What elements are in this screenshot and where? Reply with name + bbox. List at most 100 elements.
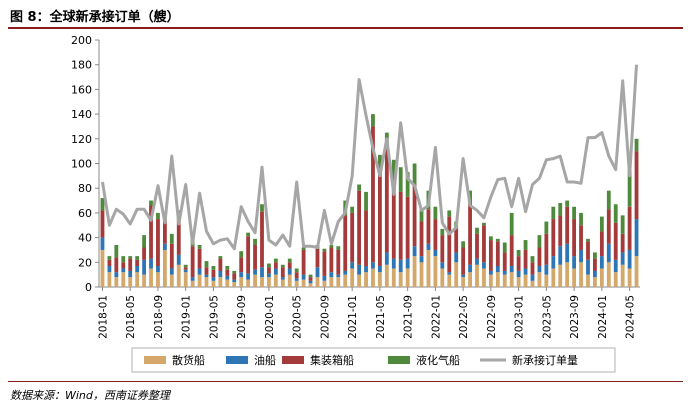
bar-gas [572, 206, 577, 220]
bar-gas [100, 198, 105, 211]
bar-tanker [218, 270, 223, 278]
bar-tanker [357, 264, 362, 275]
bar-bulk [558, 264, 563, 287]
bar-tanker [267, 273, 271, 278]
bar-bulk [419, 262, 424, 287]
bar-tanker [488, 270, 493, 275]
bar-container [204, 267, 209, 275]
legend-swatch-container [282, 356, 304, 364]
bar-container [461, 247, 466, 275]
bar-gas [336, 246, 341, 250]
bar-bulk [440, 268, 445, 287]
bar-container [246, 236, 251, 274]
x-tick-label: 2023-09 [569, 295, 581, 339]
bar-bulk [287, 274, 292, 287]
bar-tanker [128, 270, 133, 278]
bar-container [260, 211, 264, 268]
x-tick-label: 2023-05 [541, 295, 553, 339]
bar-bulk [468, 272, 472, 287]
bar-container [502, 252, 507, 271]
bar-bulk [357, 274, 362, 287]
bar-bulk [315, 277, 320, 287]
x-tick-label: 2022-05 [458, 295, 470, 339]
bar-tanker [107, 266, 112, 273]
bar-tanker [412, 246, 417, 257]
bar-container [336, 249, 341, 275]
bar-bulk [225, 279, 230, 287]
bar-gas [183, 264, 188, 268]
bar-gas [579, 212, 583, 226]
bar-bulk [537, 272, 542, 287]
bar-bulk [371, 268, 375, 287]
x-tick-label: 2023-01 [514, 295, 526, 339]
bar-gas [509, 212, 514, 236]
bar-tanker [114, 272, 119, 278]
bar-tanker [440, 262, 445, 269]
legend-swatch-tanker [226, 356, 248, 364]
bar-tanker [468, 264, 472, 273]
bar-container [197, 248, 202, 269]
bar-tanker [364, 266, 368, 273]
bar-tanker [586, 259, 590, 275]
bar-container [495, 241, 500, 267]
bar-container [135, 259, 140, 267]
bar-container [523, 249, 528, 269]
x-tick-label: 2024-01 [597, 295, 609, 339]
bar-gas [634, 138, 639, 152]
y-tick-label: 60 [78, 207, 92, 220]
bar-container [239, 257, 244, 273]
bar-container [384, 147, 389, 253]
bar-bulk [620, 264, 625, 287]
bar-tanker [551, 256, 556, 269]
legend-box [131, 347, 616, 373]
bar-tanker [606, 243, 611, 263]
bar-gas [613, 204, 618, 223]
bar-gas [232, 270, 237, 274]
bar-bulk [183, 272, 188, 287]
bar-bulk [454, 262, 459, 287]
bar-tanker [530, 274, 535, 281]
bar-bulk [260, 277, 264, 287]
bar-bulk [482, 268, 486, 287]
bar-gas [482, 222, 486, 226]
bar-container [114, 257, 119, 273]
bar-tanker [232, 279, 237, 283]
bar-gas [620, 215, 625, 234]
bar-container [551, 219, 556, 257]
bar-tanker [211, 277, 216, 281]
bar-bulk [461, 277, 466, 287]
bar-gas [599, 216, 604, 232]
bar-bulk [100, 249, 105, 287]
bar-container [308, 277, 313, 281]
bar-container [176, 220, 181, 255]
bar-container [419, 221, 424, 257]
bar-tanker [558, 246, 563, 265]
bar-gas [239, 251, 244, 258]
bar-container [218, 258, 223, 271]
bar-gas [246, 232, 251, 237]
bar-gas [322, 248, 327, 252]
bar-tanker [565, 243, 570, 263]
y-tick-label: 20 [78, 256, 92, 269]
legend-label: 新承接订单量 [512, 353, 578, 367]
bar-tanker [246, 273, 251, 280]
x-tick-label: 2021-09 [403, 295, 415, 339]
legend-label: 散货船 [172, 353, 205, 367]
bar-tanker [419, 256, 424, 263]
bar-gas [301, 247, 306, 250]
bar-bulk [176, 264, 181, 287]
bar-bulk [336, 277, 341, 287]
y-tick-label: 140 [71, 108, 92, 121]
legend-swatch-gas [388, 356, 410, 364]
bar-container [627, 206, 632, 250]
bar-bulk [405, 268, 410, 287]
bar-tanker [176, 254, 181, 265]
bar-tanker [482, 262, 486, 269]
bar-bulk [253, 274, 257, 287]
bar-gas [273, 258, 278, 263]
bar-tanker [225, 275, 230, 280]
bar-bulk [267, 277, 271, 287]
bar-container [433, 219, 438, 250]
bar-bulk [516, 277, 521, 287]
bar-tanker [502, 270, 507, 275]
